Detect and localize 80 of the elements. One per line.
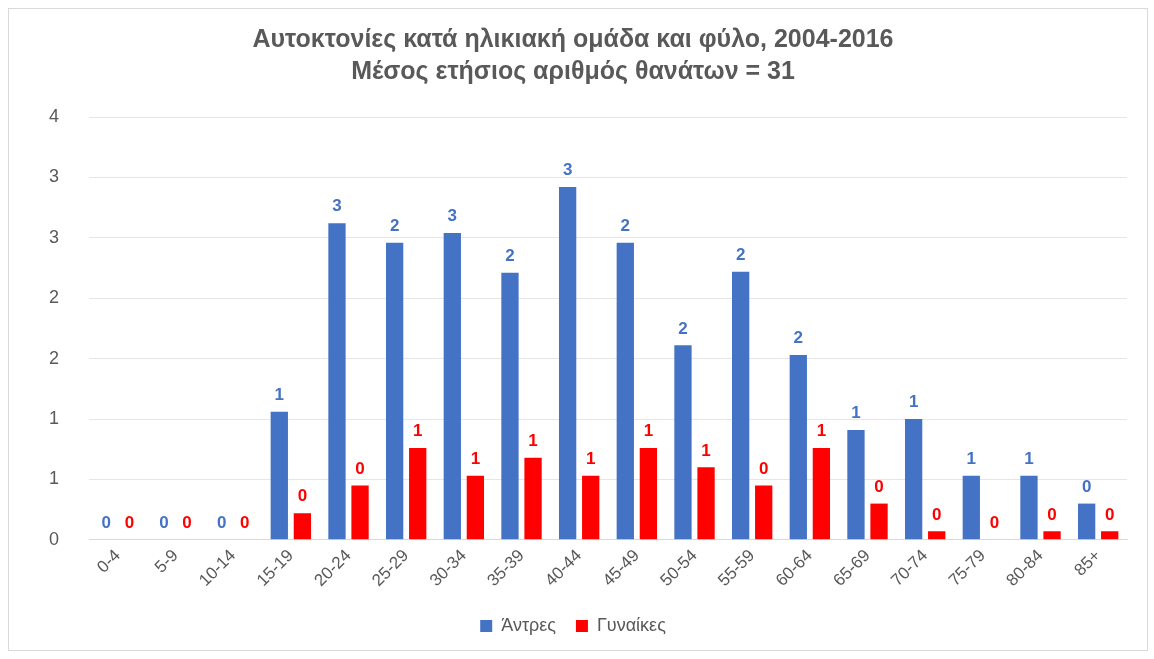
y-tick-label: 3 <box>49 226 60 247</box>
data-label: 3 <box>332 196 342 216</box>
bar <box>524 457 542 540</box>
legend-label: Γυναίκες <box>596 614 667 635</box>
data-label: 0 <box>874 476 884 496</box>
chart-subtitle: Μέσος ετήσιος αριθμός θανάτων = 31 <box>351 55 795 85</box>
y-tick-label: 2 <box>49 287 60 308</box>
data-label: 0 <box>182 513 192 533</box>
data-label: 1 <box>966 448 977 468</box>
data-label: 0 <box>989 513 1000 533</box>
data-label: 1 <box>908 392 919 412</box>
bar <box>351 485 369 540</box>
data-label: 1 <box>412 421 423 441</box>
data-label: 0 <box>355 458 365 478</box>
bar <box>1020 475 1038 540</box>
data-label: 0 <box>1047 504 1057 524</box>
bar <box>812 448 831 540</box>
bar <box>697 467 715 540</box>
bar <box>962 475 980 540</box>
data-label: 2 <box>389 215 400 235</box>
x-tick-label: 85+ <box>1070 545 1105 580</box>
data-label: 3 <box>447 206 458 226</box>
data-label: 1 <box>528 430 538 450</box>
data-label: 1 <box>851 403 861 423</box>
data-label: 0 <box>1104 504 1115 524</box>
bar <box>755 485 773 540</box>
chart-title: Αυτοκτονίες κατά ηλικιακή ομάδα και φύλο, 2004-2016 <box>252 23 894 53</box>
data-label: 2 <box>793 328 804 348</box>
bar <box>443 232 461 540</box>
data-label: 0 <box>159 513 169 533</box>
bar <box>466 475 485 540</box>
data-label: 0 <box>101 513 112 533</box>
bar <box>1077 503 1096 540</box>
bar <box>731 271 750 540</box>
data-label: 2 <box>620 215 631 235</box>
bar <box>1043 531 1061 540</box>
x-tick-label: 5-9 <box>150 545 182 577</box>
bar <box>558 187 577 540</box>
data-label: 1 <box>470 448 481 468</box>
data-label: 0 <box>1081 476 1092 496</box>
y-tick-label: 1 <box>49 468 60 489</box>
data-label: 1 <box>1024 448 1034 468</box>
data-label: 0 <box>931 504 942 524</box>
bar <box>870 503 888 540</box>
bar <box>385 242 404 540</box>
bar <box>847 429 865 540</box>
bar <box>270 411 288 540</box>
bar <box>409 448 427 540</box>
bar <box>789 354 807 540</box>
data-label: 1 <box>701 440 711 460</box>
data-label: 0 <box>758 458 769 478</box>
data-label: 0 <box>239 513 250 533</box>
y-tick-label: 0 <box>49 528 60 549</box>
data-label: 0 <box>216 513 227 533</box>
bar <box>904 419 923 540</box>
bar <box>328 223 346 540</box>
data-label: 2 <box>678 318 688 338</box>
y-tick-label: 2 <box>49 347 60 368</box>
bar <box>639 448 658 540</box>
bar <box>674 345 692 540</box>
data-label: 2 <box>505 246 515 266</box>
y-tick-label: 1 <box>49 407 60 428</box>
bar <box>582 475 600 540</box>
data-label: 1 <box>643 421 654 441</box>
data-label: 1 <box>816 421 827 441</box>
data-label: 0 <box>124 513 135 533</box>
data-label: 2 <box>735 244 746 264</box>
bar <box>616 242 634 540</box>
legend-label: Άντρες <box>501 614 557 635</box>
bar <box>293 513 312 540</box>
x-tick-label: 0-4 <box>93 545 124 577</box>
bar <box>1101 531 1119 540</box>
data-label: 1 <box>274 384 285 404</box>
data-label: 0 <box>297 486 308 506</box>
data-label: 1 <box>585 448 596 468</box>
y-tick-label: 4 <box>49 105 60 126</box>
bar <box>501 272 519 540</box>
y-tick-label: 3 <box>49 166 60 187</box>
bar <box>928 531 946 540</box>
data-label: 3 <box>562 160 573 180</box>
